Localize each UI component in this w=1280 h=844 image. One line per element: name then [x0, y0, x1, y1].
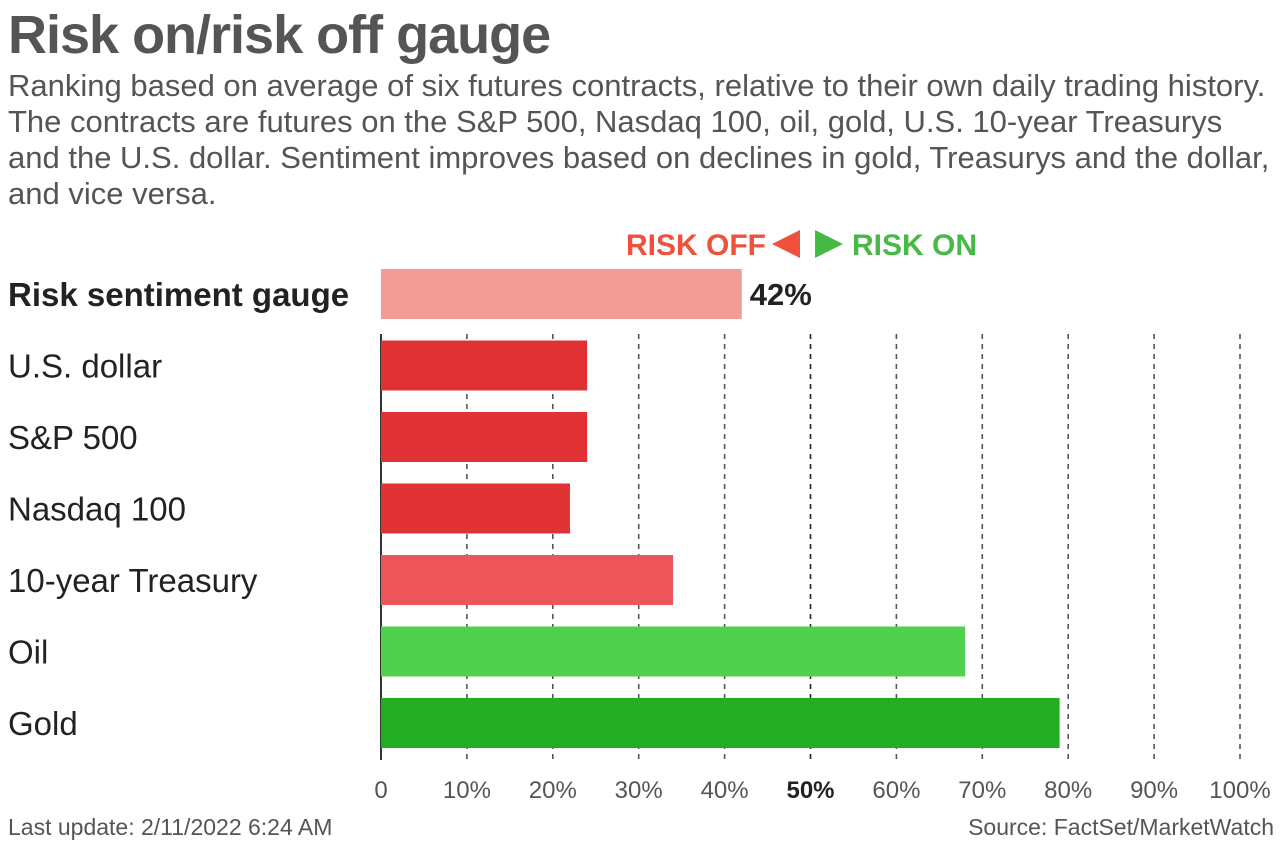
bar-oil — [381, 626, 966, 677]
tick-label-0: 0 — [374, 777, 387, 804]
tick-label-80: 80% — [1044, 777, 1092, 804]
category-label-u-s-dollar: U.S. dollar — [8, 348, 162, 385]
bar-nasdaq-100 — [381, 483, 570, 534]
tick-label-20: 20% — [529, 777, 577, 804]
category-label-gold: Gold — [8, 705, 78, 742]
category-labels: Risk sentiment gauge U.S. dollar S&P 500 Na… — [8, 276, 349, 742]
bar-gold — [381, 698, 1060, 748]
category-label-10-year-treasury: 10-year Treasury — [8, 562, 258, 599]
category-label-s-p-500: S&P 500 — [8, 419, 138, 456]
value-label-risk-sentiment-gauge: 42% — [750, 277, 812, 312]
tick-label-70: 70% — [958, 777, 1006, 804]
bar-10-year-treasury — [381, 555, 674, 605]
bars: 42% — [381, 269, 1060, 748]
chart-subtitle: Ranking based on average of six futures … — [8, 68, 1270, 211]
category-label-risk-sentiment-gauge: Risk sentiment gauge — [8, 276, 349, 313]
bar-risk-sentiment-gauge — [381, 269, 742, 319]
tick-label-40: 40% — [701, 777, 749, 804]
x-axis-ticks: 0 10% 20% 30% 40% 50% 60% 70% 80% 90% 100% — [374, 777, 1270, 804]
category-label-nasdaq-100: Nasdaq 100 — [8, 491, 186, 528]
bar-u-s-dollar — [381, 340, 588, 391]
last-update-note: Last update: 2/11/2022 6:24 AM — [8, 814, 333, 840]
tick-label-90: 90% — [1130, 777, 1178, 804]
risk-off-label: RISK OFF — [626, 229, 766, 262]
bar-s-p-500 — [381, 412, 588, 462]
tick-label-50: 50% — [786, 777, 834, 804]
gridlines — [380, 334, 1241, 760]
chart-title: Risk on/risk off gauge — [8, 5, 551, 65]
tick-label-30: 30% — [615, 777, 663, 804]
risk-legend: RISK OFF RISK ON — [626, 229, 977, 262]
risk-on-arrow-icon — [815, 230, 843, 258]
category-label-oil: Oil — [8, 634, 48, 671]
tick-label-10: 10% — [443, 777, 491, 804]
tick-label-60: 60% — [872, 777, 920, 804]
risk-on-label: RISK ON — [852, 229, 977, 262]
tick-label-100: 100% — [1209, 777, 1270, 804]
source-note: Source: FactSet/MarketWatch — [968, 814, 1274, 840]
risk-off-arrow-icon — [772, 230, 800, 258]
